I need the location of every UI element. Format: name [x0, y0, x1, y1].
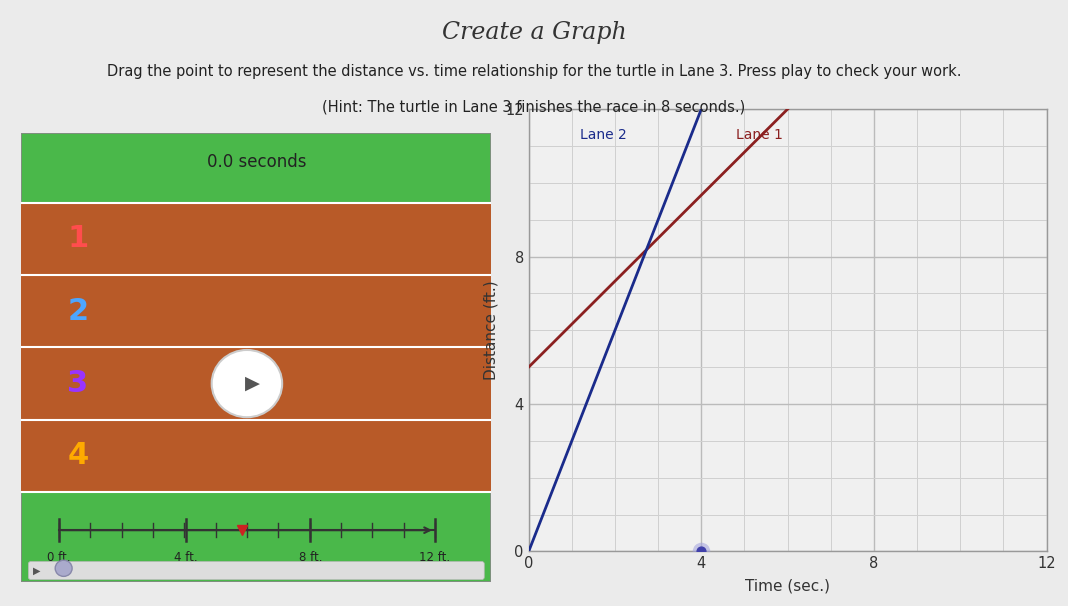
Text: ▶: ▶ [245, 374, 261, 393]
Text: 12 ft.: 12 ft. [420, 551, 451, 564]
FancyBboxPatch shape [29, 562, 484, 579]
Text: 2: 2 [67, 297, 89, 326]
Text: Drag the point to represent the distance vs. time relationship for the turtle in: Drag the point to represent the distance… [107, 64, 961, 79]
Text: 8 ft.: 8 ft. [299, 551, 323, 564]
Text: Lane 2: Lane 2 [581, 128, 627, 142]
Point [693, 547, 710, 556]
Y-axis label: Distance (ft.): Distance (ft.) [483, 281, 499, 380]
Circle shape [211, 350, 282, 418]
Text: 3: 3 [67, 369, 89, 398]
Circle shape [56, 560, 73, 576]
Text: 0.0 seconds: 0.0 seconds [206, 153, 307, 171]
FancyBboxPatch shape [21, 347, 491, 420]
FancyBboxPatch shape [21, 133, 491, 582]
Point [693, 547, 710, 556]
Text: (Hint: The turtle in Lane 3 finishes the race in 8 seconds.): (Hint: The turtle in Lane 3 finishes the… [323, 100, 745, 115]
Text: 1: 1 [67, 224, 89, 253]
FancyBboxPatch shape [21, 420, 491, 492]
Text: ▶: ▶ [33, 565, 41, 576]
Text: Create a Graph: Create a Graph [442, 21, 626, 44]
FancyBboxPatch shape [21, 275, 491, 347]
Text: 4 ft.: 4 ft. [174, 551, 198, 564]
X-axis label: Time (sec.): Time (sec.) [745, 578, 830, 593]
FancyBboxPatch shape [21, 203, 491, 275]
Text: Lane 1: Lane 1 [736, 128, 783, 142]
Text: 0 ft.: 0 ft. [47, 551, 70, 564]
Text: 4: 4 [67, 441, 89, 470]
